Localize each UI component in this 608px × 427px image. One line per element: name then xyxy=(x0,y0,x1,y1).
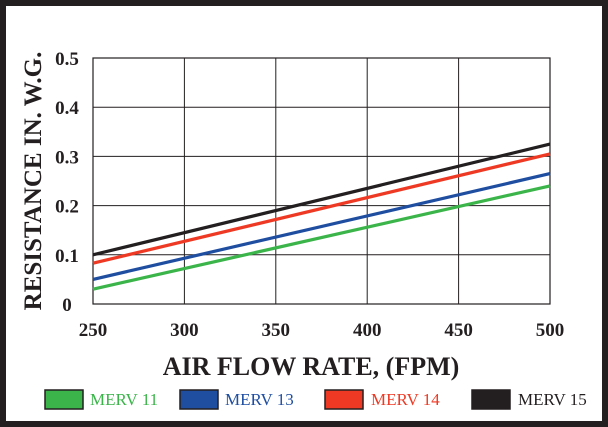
legend-label-merv-15: MERV 15 xyxy=(518,390,587,409)
legend-label-merv-13: MERV 13 xyxy=(225,390,294,409)
tick-labels: 250 300 350 400 450 500 0 0.1 0.2 0.3 0.4 0.5 xyxy=(55,49,564,341)
y-tick-label-0: 0 xyxy=(62,295,72,316)
series-line-merv-11 xyxy=(92,184,551,291)
x-tick-label-500: 500 xyxy=(536,320,565,341)
x-tick-label-250: 250 xyxy=(79,320,108,341)
x-tick-label-300: 300 xyxy=(170,320,199,341)
series-line-merv-15 xyxy=(92,142,551,257)
legend-label-merv-14: MERV 14 xyxy=(371,390,440,409)
y-tick-label-0-5: 0.5 xyxy=(55,49,79,70)
y-tick-label-0-2: 0.2 xyxy=(55,197,79,218)
series-lines xyxy=(92,142,551,291)
y-tick-label-0-3: 0.3 xyxy=(55,147,79,168)
y-tick-label-0-4: 0.4 xyxy=(55,98,79,119)
x-tick-label-350: 350 xyxy=(262,320,291,341)
legend-swatch-merv-15 xyxy=(471,389,511,410)
series-line-merv-13 xyxy=(92,172,551,281)
legend: MERV 11 MERV 13 MERV 14 MERV 15 xyxy=(44,389,587,410)
grid-lines xyxy=(93,58,550,304)
x-tick-label-450: 450 xyxy=(444,320,473,341)
y-axis-title: RESISTANCE IN. W.G. xyxy=(20,52,47,311)
legend-swatch-merv-13 xyxy=(179,389,219,410)
y-tick-label-0-1: 0.1 xyxy=(55,246,79,267)
series-line-merv-14 xyxy=(92,152,551,265)
x-axis-title: AIR FLOW RATE, (FPM) xyxy=(163,352,460,381)
plot-area xyxy=(92,57,551,305)
x-tick-label-400: 400 xyxy=(353,320,382,341)
legend-swatch-merv-14 xyxy=(324,389,364,410)
legend-label-merv-11: MERV 11 xyxy=(90,390,158,409)
legend-swatch-merv-11 xyxy=(44,389,84,410)
